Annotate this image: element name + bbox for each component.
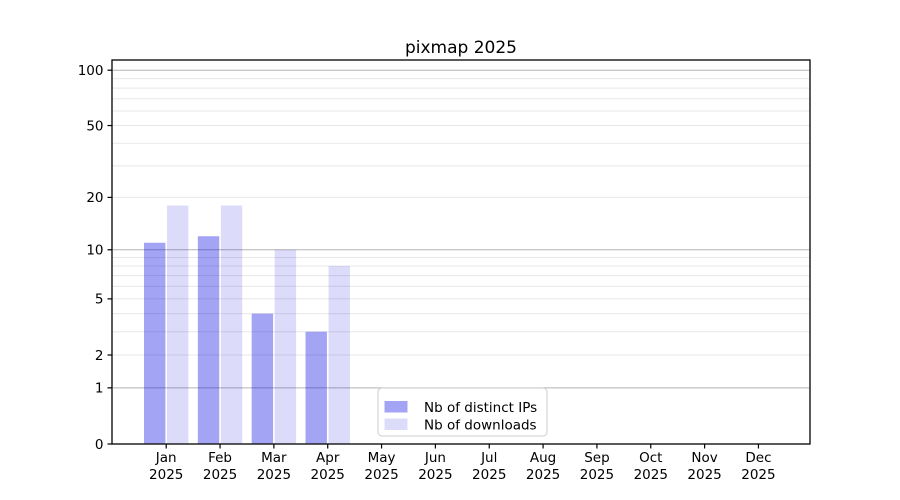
legend-box	[377, 387, 548, 437]
x-tick-year-feb: 2025	[203, 467, 237, 483]
x-tick-label-feb: Feb	[208, 450, 232, 466]
y-tick-label-5: 5	[95, 292, 104, 308]
plot-border	[111, 59, 811, 445]
legend-label-nb-of-distinct-ips: Nb of distinct IPs	[424, 400, 537, 416]
bar-nb-of-downloads-feb	[220, 205, 243, 444]
legend: Nb of distinct IPs Nb of downloads	[377, 387, 548, 437]
y-tick-label-100: 100	[78, 63, 104, 79]
y-tick-label-0: 0	[95, 437, 104, 453]
bar-nb-of-downloads-mar	[274, 249, 297, 444]
y-tick-label-20: 20	[86, 190, 103, 206]
bar-nb-of-distinct-ips-mar	[251, 313, 274, 444]
x-tick-label-jun: Jun	[424, 450, 446, 466]
x-tick-year-aug: 2025	[526, 467, 560, 483]
x-tick-label-apr: Apr	[316, 450, 340, 466]
x-tick-label-oct: Oct	[639, 450, 662, 466]
y-tick-label-10: 10	[86, 243, 103, 259]
x-tick-label-may: May	[368, 450, 396, 466]
legend-label-nb-of-downloads: Nb of downloads	[424, 418, 537, 434]
x-tick-label-mar: Mar	[261, 450, 287, 466]
x-tick-year-jul: 2025	[472, 467, 506, 483]
x-tick-label-sep: Sep	[584, 450, 609, 466]
legend-swatch-nb-of-downloads	[384, 418, 408, 430]
x-tick-label-jan: Jan	[155, 450, 177, 466]
y-tick-label-50: 50	[86, 118, 103, 134]
x-tick-year-mar: 2025	[257, 467, 291, 483]
y-tick-label-2: 2	[95, 348, 104, 364]
bar-nb-of-distinct-ips-jan	[144, 242, 166, 444]
x-tick-label-aug: Aug	[530, 450, 556, 466]
x-tick-year-nov: 2025	[687, 467, 721, 483]
y-tick-label-1: 1	[95, 381, 104, 397]
x-tick-label-nov: Nov	[691, 450, 717, 466]
bar-nb-of-distinct-ips-apr	[305, 331, 327, 444]
chart-title: pixmap 2025	[405, 38, 517, 58]
x-tick-year-jan: 2025	[149, 467, 183, 483]
bar-nb-of-downloads-jan	[167, 205, 189, 444]
x-tick-year-dec: 2025	[741, 467, 775, 483]
x-tick-year-sep: 2025	[580, 467, 614, 483]
legend-swatch-nb-of-distinct-ips	[384, 401, 408, 413]
x-tick-year-jun: 2025	[418, 467, 452, 483]
x-tick-year-may: 2025	[364, 467, 398, 483]
bar-nb-of-distinct-ips-feb	[197, 236, 220, 444]
bar-nb-of-downloads-apr	[328, 266, 350, 444]
x-tick-label-dec: Dec	[745, 450, 771, 466]
x-tick-year-apr: 2025	[311, 467, 345, 483]
x-tick-label-jul: Jul	[480, 450, 497, 466]
x-tick-year-oct: 2025	[634, 467, 668, 483]
